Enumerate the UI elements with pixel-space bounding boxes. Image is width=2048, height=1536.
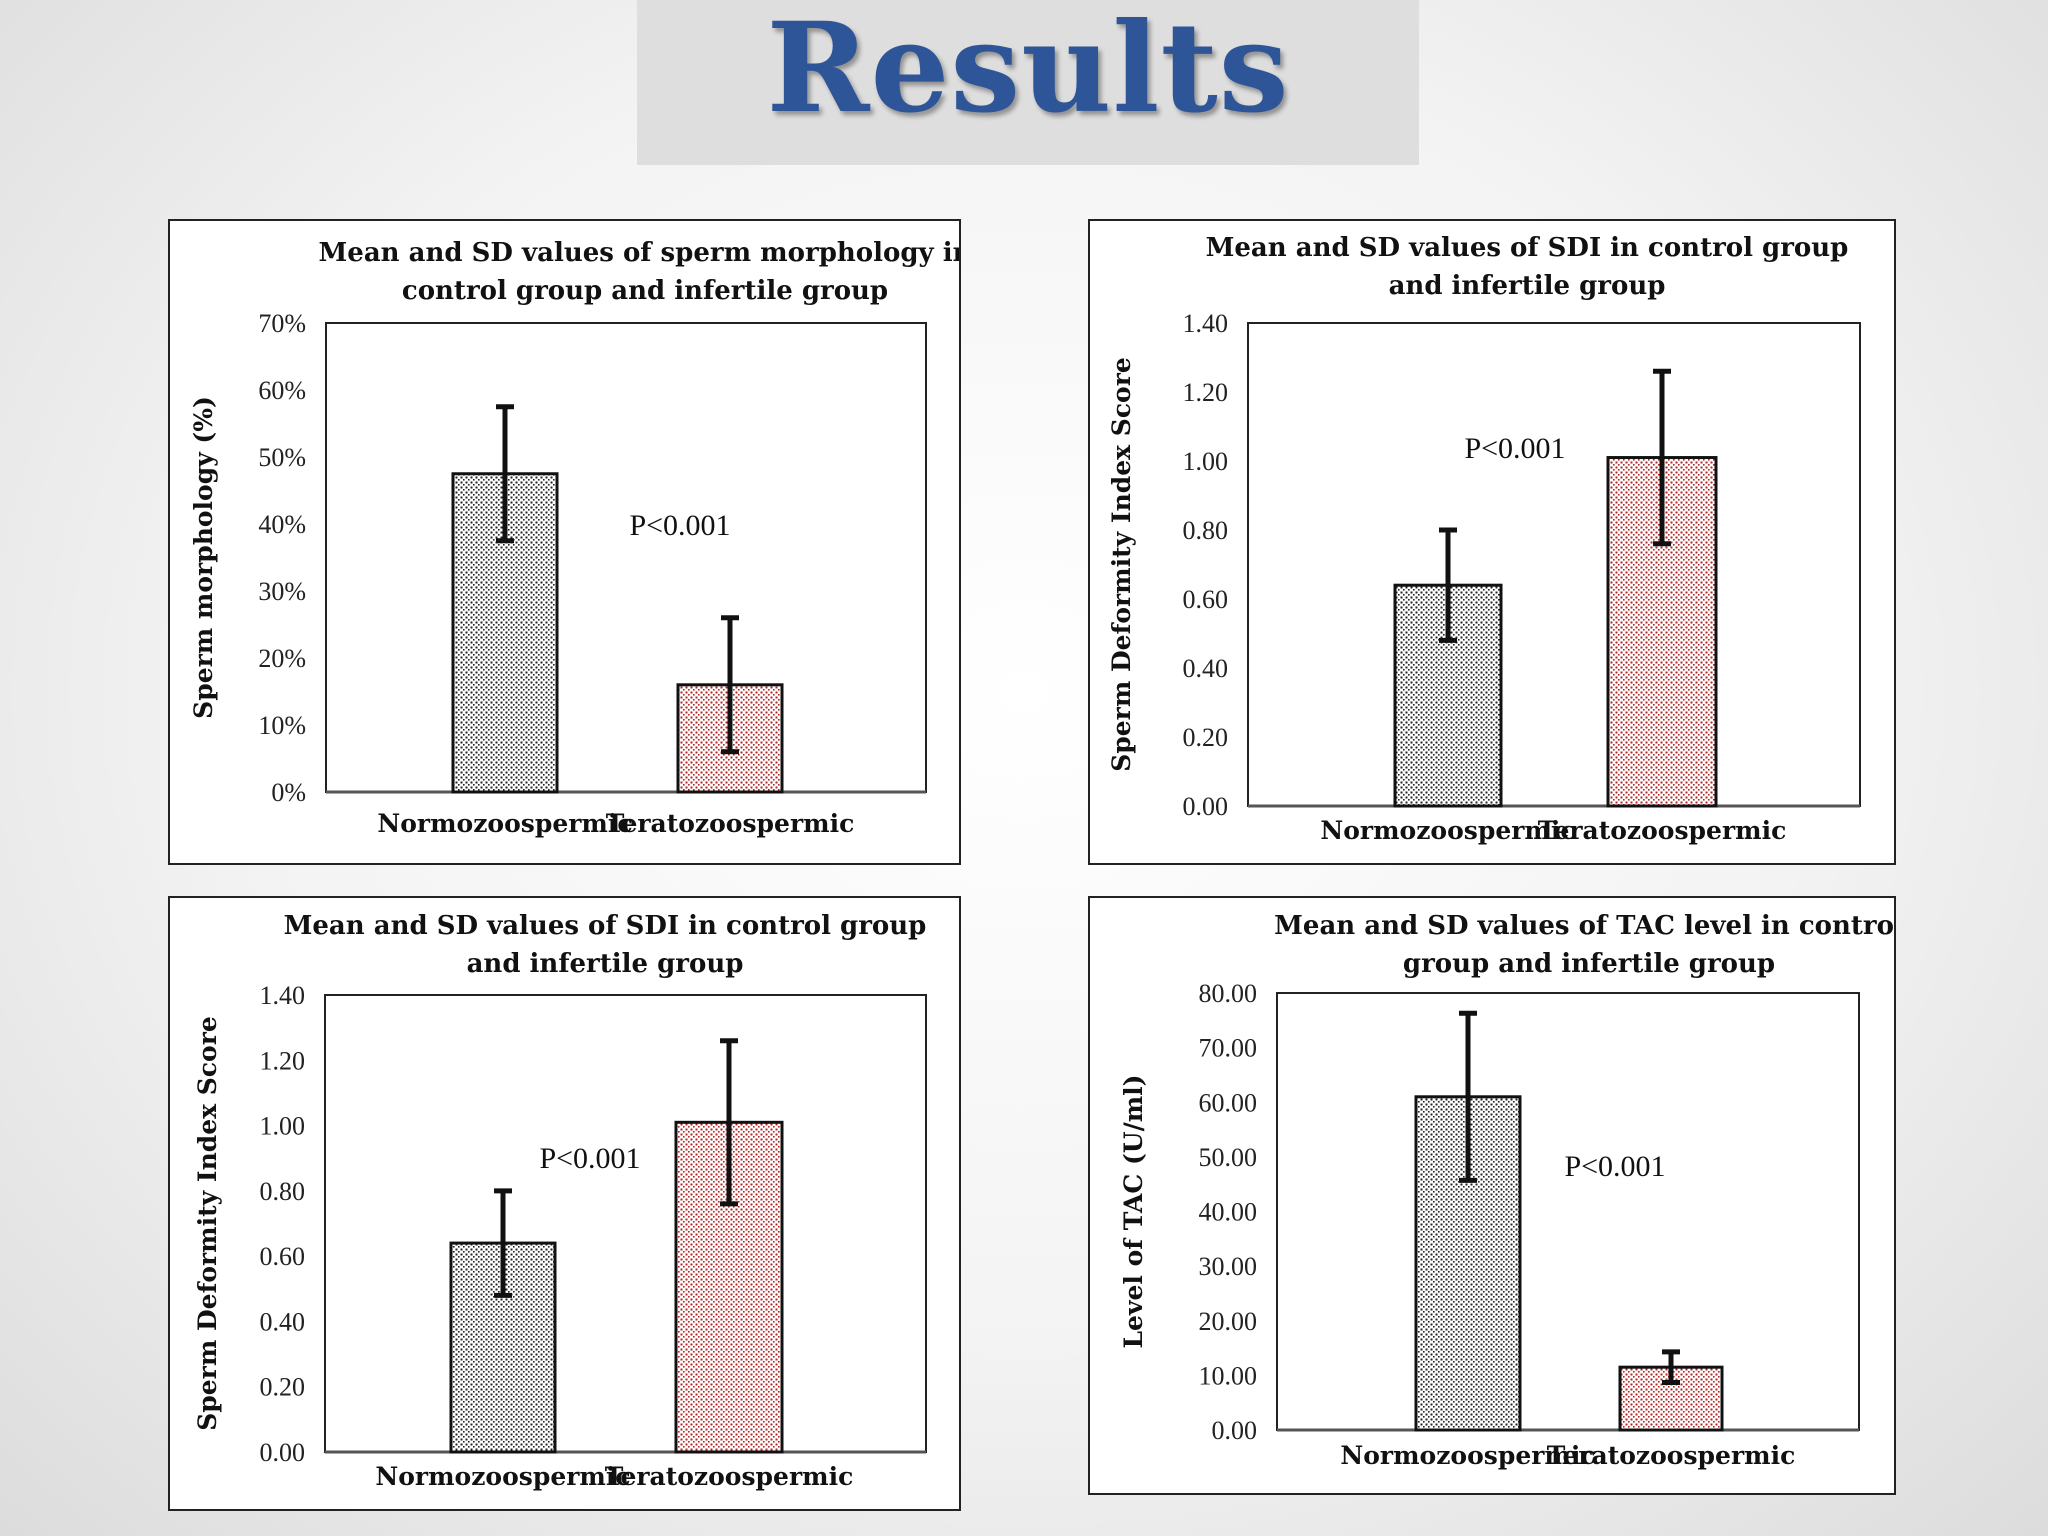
- category-label: Teratozoospermic: [1547, 1441, 1796, 1470]
- plot-area: [324, 994, 927, 1453]
- y-tick-label: 0.00: [260, 1438, 306, 1467]
- y-tick-label: 70%: [258, 309, 306, 338]
- p-value-annotation: P<0.001: [539, 1142, 640, 1175]
- chart-title-line: control group and infertile group: [402, 276, 888, 306]
- y-tick-label: 40%: [258, 510, 306, 539]
- y-tick-label: 50%: [258, 443, 306, 472]
- y-tick-label: 1.40: [260, 981, 306, 1010]
- plot-area: [325, 322, 927, 793]
- p-value-annotation: P<0.001: [1564, 1150, 1665, 1183]
- y-tick-label: 0%: [271, 778, 306, 807]
- chart-title-line: Mean and SD values of SDI in control gro…: [1206, 233, 1849, 263]
- error-bar: [1439, 527, 1457, 643]
- y-tick-label: 20.00: [1199, 1307, 1258, 1336]
- category-label: Teratozoospermic: [1538, 816, 1787, 845]
- y-tick-label: 70.00: [1199, 1034, 1258, 1063]
- y-tick-label: 80.00: [1199, 979, 1258, 1008]
- y-axis-label: Sperm Deformity Index Score: [1107, 357, 1136, 772]
- chart-sdi-top: Mean and SD values of SDI in control gro…: [1088, 219, 1896, 865]
- y-tick-label: 1.00: [1183, 447, 1229, 476]
- chart-title-line: and infertile group: [1389, 271, 1666, 301]
- chart-sperm-morphology: Mean and SD values of sperm morphology i…: [168, 219, 961, 865]
- y-tick-label: 1.20: [260, 1046, 306, 1075]
- error-bar: [1662, 1349, 1680, 1385]
- category-label: Normozoospermic: [1340, 1441, 1595, 1470]
- y-tick-label: 10%: [258, 711, 306, 740]
- y-tick-label: 50.00: [1199, 1143, 1258, 1172]
- y-tick-label: 0.60: [1183, 585, 1229, 614]
- y-tick-label: 30%: [258, 577, 306, 606]
- y-tick-label: 0.60: [260, 1242, 306, 1271]
- chart-svg: Mean and SD values of sperm morphology i…: [189, 238, 959, 838]
- y-tick-label: 30.00: [1199, 1252, 1258, 1281]
- y-tick-label: 20%: [258, 644, 306, 673]
- y-tick-label: 1.00: [260, 1112, 306, 1141]
- chart-title-line: Mean and SD values of TAC level in contr…: [1274, 911, 1894, 941]
- category-label: Teratozoospermic: [605, 1462, 854, 1491]
- y-tick-label: 0.20: [1183, 723, 1229, 752]
- category-label: Normozoospermic: [377, 809, 632, 838]
- chart-tac-level: Mean and SD values of TAC level in contr…: [1088, 896, 1896, 1495]
- category-label: Teratozoospermic: [606, 809, 855, 838]
- y-tick-label: 0.80: [1183, 516, 1229, 545]
- y-tick-label: 0.00: [1212, 1416, 1258, 1445]
- y-axis-label: Sperm morphology (%): [189, 396, 218, 719]
- chart-sdi-bottom: Mean and SD values of SDI in control gro…: [168, 896, 961, 1511]
- chart-title-line: and infertile group: [467, 949, 744, 979]
- y-tick-label: 0.40: [260, 1307, 306, 1336]
- y-tick-label: 10.00: [1199, 1361, 1258, 1390]
- y-axis-label: Sperm Deformity Index Score: [193, 1016, 222, 1431]
- plot-area: [1247, 322, 1861, 807]
- error-bar: [1459, 1010, 1477, 1183]
- chart-title-line: group and infertile group: [1403, 949, 1775, 979]
- y-tick-label: 0.40: [1183, 654, 1229, 683]
- p-value-annotation: P<0.001: [1464, 432, 1565, 465]
- p-value-annotation: P<0.001: [629, 509, 730, 542]
- y-tick-label: 0.00: [1183, 792, 1229, 821]
- y-axis-label: Level of TAC (U/ml): [1119, 1074, 1148, 1348]
- category-label: Normozoospermic: [375, 1462, 630, 1491]
- error-bar: [721, 615, 739, 755]
- chart-title-line: Mean and SD values of SDI in control gro…: [284, 911, 927, 941]
- y-tick-label: 40.00: [1199, 1198, 1258, 1227]
- y-tick-label: 0.80: [260, 1177, 306, 1206]
- y-tick-label: 1.20: [1183, 378, 1229, 407]
- slide-title: Results: [766, 0, 1290, 141]
- title-band: Results: [637, 0, 1419, 165]
- chart-svg: Mean and SD values of TAC level in contr…: [1119, 911, 1894, 1470]
- error-bar: [1653, 368, 1671, 547]
- chart-svg: Mean and SD values of SDI in control gro…: [193, 911, 927, 1491]
- y-tick-label: 60.00: [1199, 1088, 1258, 1117]
- plot-area: [1276, 992, 1860, 1431]
- category-label: Normozoospermic: [1320, 816, 1575, 845]
- error-bar: [496, 404, 514, 544]
- error-bar: [720, 1038, 738, 1207]
- y-tick-label: 60%: [258, 376, 306, 405]
- y-tick-label: 1.40: [1183, 309, 1229, 338]
- chart-title-line: Mean and SD values of sperm morphology i…: [319, 238, 959, 268]
- error-bar: [494, 1188, 512, 1298]
- chart-svg: Mean and SD values of SDI in control gro…: [1107, 233, 1861, 845]
- y-tick-label: 0.20: [260, 1373, 306, 1402]
